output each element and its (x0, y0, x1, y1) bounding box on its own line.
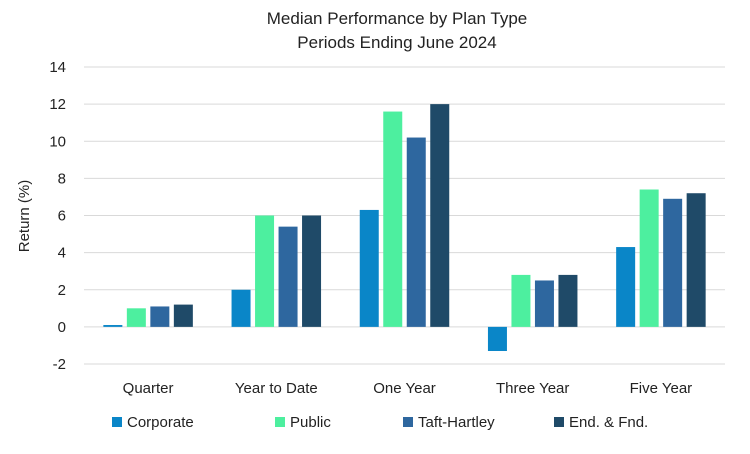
legend-item: Public (275, 414, 331, 431)
y-tick-label: 12 (49, 96, 66, 113)
legend: Corporate Public Taft-Hartley End. & Fnd. (112, 414, 648, 431)
bar-corporate-4 (616, 247, 636, 327)
bar-public-3 (511, 274, 531, 327)
bar-taft-hartley-1 (278, 226, 298, 327)
bar-public-4 (639, 189, 659, 327)
legend-swatch (554, 417, 564, 427)
bar-taft-hartley-4 (663, 198, 683, 327)
legend-label: Public (290, 414, 331, 431)
legend-label: Corporate (127, 414, 194, 431)
bar-corporate-3 (487, 326, 507, 352)
bar-end-fnd-2 (430, 104, 450, 327)
y-tick-label: 6 (58, 208, 66, 225)
y-tick-label: 10 (49, 133, 66, 150)
bar-end-fnd-4 (686, 193, 706, 327)
x-tick-label: One Year (373, 380, 436, 397)
legend-swatch (112, 417, 122, 427)
legend-item: Taft-Hartley (403, 414, 495, 431)
legend-label: Taft-Hartley (418, 414, 495, 431)
y-tick-label: 14 (49, 59, 66, 76)
bar-end-fnd-3 (558, 274, 578, 327)
x-axis-ticks: Quarter Year to Date One Year Three Year Fiv… (123, 380, 693, 397)
chart-subtitle: Periods Ending June 2024 (297, 33, 496, 52)
bar-taft-hartley-2 (406, 137, 426, 327)
y-tick-label: -2 (53, 356, 66, 373)
y-tick-label: 2 (58, 282, 66, 299)
bar-taft-hartley-0 (150, 306, 170, 327)
bars (103, 104, 706, 352)
x-tick-label: Quarter (123, 380, 174, 397)
y-tick-label: 0 (58, 319, 66, 336)
legend-swatch (275, 417, 285, 427)
x-tick-label: Five Year (630, 380, 693, 397)
chart-title: Median Performance by Plan Type (267, 9, 528, 28)
y-tick-label: 4 (58, 245, 66, 262)
bar-corporate-1 (231, 289, 251, 327)
y-axis-ticks: -2 0 2 4 6 8 10 12 14 (49, 59, 66, 373)
bar-corporate-2 (359, 209, 379, 327)
legend-label: End. & Fnd. (569, 414, 648, 431)
bar-taft-hartley-3 (534, 280, 554, 327)
bar-end-fnd-1 (302, 215, 322, 327)
x-tick-label: Three Year (496, 380, 569, 397)
legend-swatch (403, 417, 413, 427)
x-tick-label: Year to Date (235, 380, 318, 397)
y-tick-label: 8 (58, 170, 66, 187)
bar-corporate-0 (103, 325, 123, 327)
legend-item: Corporate (112, 414, 194, 431)
bar-end-fnd-0 (173, 304, 193, 327)
bar-public-1 (255, 215, 275, 327)
bar-public-2 (383, 111, 403, 327)
bar-public-0 (126, 308, 146, 327)
y-axis-title: Return (%) (16, 180, 33, 253)
legend-item: End. & Fnd. (554, 414, 648, 431)
